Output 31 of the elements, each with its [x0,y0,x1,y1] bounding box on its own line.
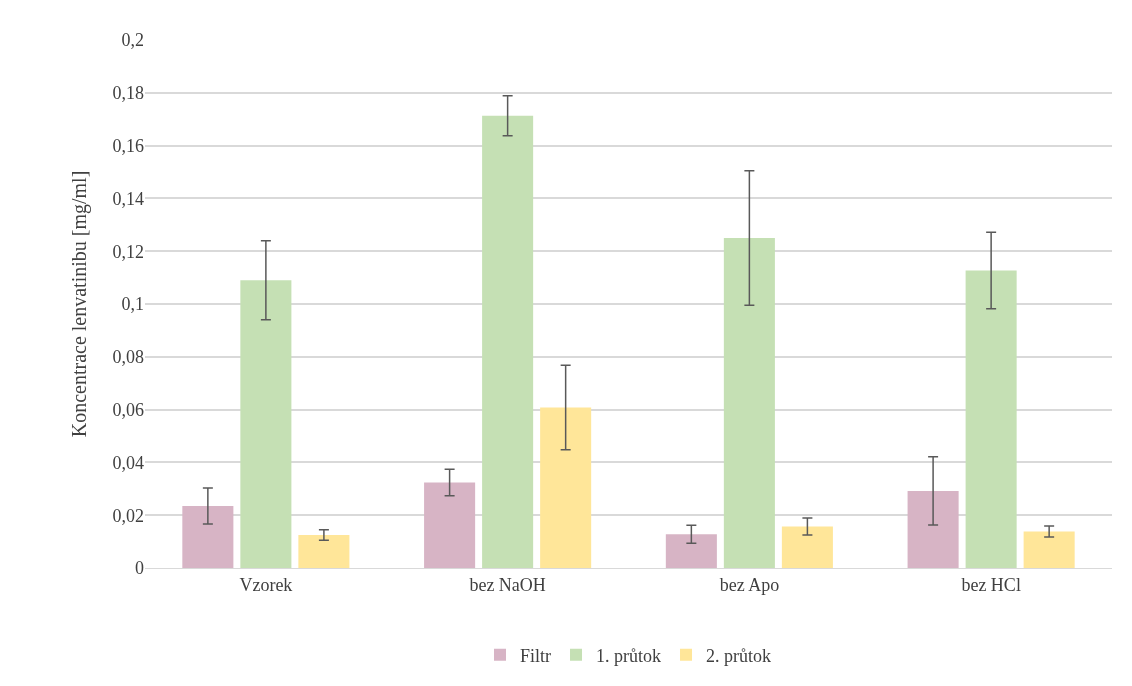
legend-label: Filtr [520,645,552,666]
bar [1023,531,1075,568]
y-tick-label: 0,08 [112,347,144,368]
bar [723,238,775,568]
y-tick-label: 0,02 [112,505,144,526]
x-tick-label: bez HCl [961,574,1021,595]
bar [182,505,234,568]
y-tick-label: 0,06 [112,399,144,420]
bar [965,270,1017,568]
legend-label: 1. průtok [596,645,662,666]
bar [907,490,959,568]
y-tick-label: 0,16 [112,135,144,156]
bar [540,407,592,568]
y-tick-label: 0,18 [112,83,144,104]
legend-label: 2. průtok [706,645,772,666]
x-tick-label: Vzorek [239,574,293,595]
bar [665,534,717,568]
y-tick-label: 0,14 [112,188,144,209]
bar [482,115,534,568]
y-tick-label: 0,12 [112,241,144,262]
y-tick-label: 0,2 [121,30,144,51]
bar [781,526,833,568]
y-axis-title: Koncentrace lenvatinibu [mg/ml] [68,170,91,438]
y-tick-label: 0 [135,558,144,579]
y-tick-label: 0,04 [112,452,144,473]
y-tick-label: 0,1 [121,294,144,315]
bar [240,280,292,568]
bar [298,535,350,568]
x-tick-label: bez Apo [719,574,780,595]
x-tick-label: bez NaOH [469,574,546,595]
bar [424,482,476,568]
